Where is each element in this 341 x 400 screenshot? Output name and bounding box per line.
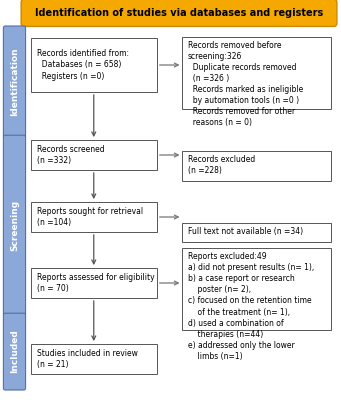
FancyBboxPatch shape [182,248,331,330]
Text: Identification of studies via databases and registers: Identification of studies via databases … [35,8,323,18]
FancyBboxPatch shape [182,151,331,181]
FancyBboxPatch shape [31,344,157,374]
FancyBboxPatch shape [31,140,157,170]
FancyBboxPatch shape [21,0,337,26]
FancyBboxPatch shape [31,38,157,92]
Text: Records identified from:
  Databases (n = 658)
  Registers (n =0): Records identified from: Databases (n = … [37,49,129,81]
Text: Studies included in review
(n = 21): Studies included in review (n = 21) [37,349,138,369]
Text: Reports excluded:49
a) did not present results (n= 1),
b) a case report or resea: Reports excluded:49 a) did not present r… [188,252,314,361]
Text: Records excluded
(n =228): Records excluded (n =228) [188,155,255,175]
FancyBboxPatch shape [31,268,157,298]
Text: Identification: Identification [10,48,19,116]
Text: Screening: Screening [10,200,19,251]
Text: Records removed before
screening:326
  Duplicate records removed
  (n =326 )
  R: Records removed before screening:326 Dup… [188,41,303,128]
Text: Full text not available (n =34): Full text not available (n =34) [188,227,303,236]
Text: Reports assessed for eligibility
(n = 70): Reports assessed for eligibility (n = 70… [37,273,154,293]
FancyBboxPatch shape [182,223,331,242]
FancyBboxPatch shape [3,135,26,316]
Text: Reports sought for retrieval
(n =104): Reports sought for retrieval (n =104) [37,207,143,227]
FancyBboxPatch shape [31,202,157,232]
FancyBboxPatch shape [3,26,26,138]
FancyBboxPatch shape [3,313,26,390]
Text: Records screened
(n =332): Records screened (n =332) [37,145,104,165]
Text: Included: Included [10,330,19,374]
FancyBboxPatch shape [182,37,331,109]
